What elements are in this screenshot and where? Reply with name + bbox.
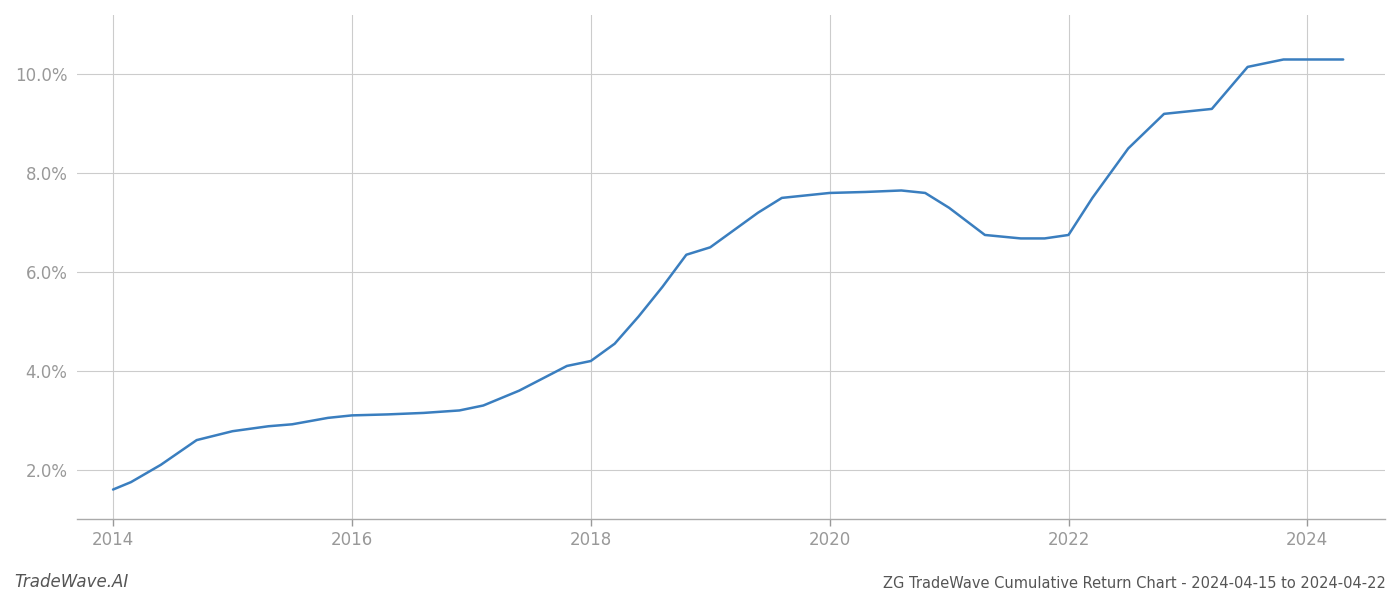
Text: TradeWave.AI: TradeWave.AI [14,573,129,591]
Text: ZG TradeWave Cumulative Return Chart - 2024-04-15 to 2024-04-22: ZG TradeWave Cumulative Return Chart - 2… [883,576,1386,591]
